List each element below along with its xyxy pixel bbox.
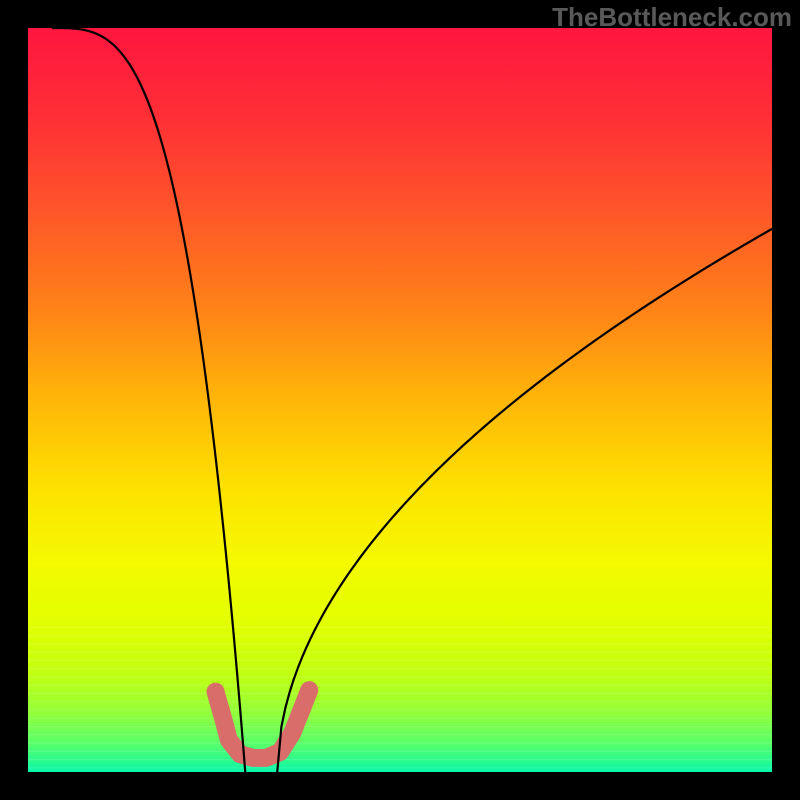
plot-area [28, 28, 772, 772]
watermark-text: TheBottleneck.com [552, 2, 792, 33]
chart-frame: TheBottleneck.com [0, 0, 800, 800]
